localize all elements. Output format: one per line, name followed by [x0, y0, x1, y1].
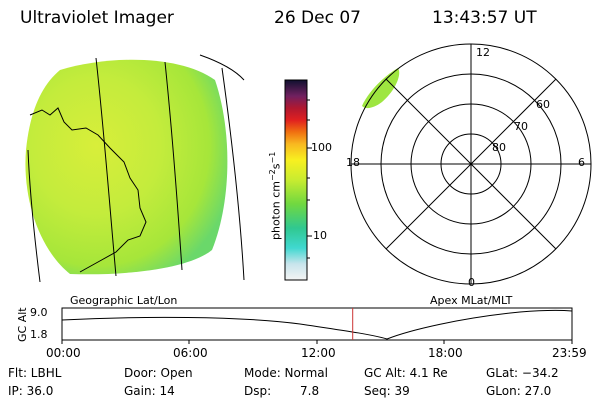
strip-xtick-1: 06:00 — [173, 346, 208, 360]
image-time: 13:43:57 UT — [432, 8, 537, 28]
gc-alt-status: GC Alt: 4.1 Re — [364, 366, 448, 380]
dsp-value: 7.8 — [300, 384, 320, 398]
glon-status: GLon: 27.0 — [486, 384, 552, 398]
units-exp-2: −1 — [268, 151, 277, 164]
instrument-title: Ultraviolet Imager — [20, 8, 174, 28]
mlt-label-18: 18 — [346, 156, 360, 169]
door-status: Door: Open — [124, 366, 193, 380]
mlt-label-0: 0 — [468, 276, 475, 289]
strip-xtick-3: 18:00 — [428, 346, 463, 360]
units-exp-1: −2 — [268, 169, 277, 182]
colorbar-units-label: photon cm−2s−1 — [268, 152, 283, 240]
units-prefix: photon cm — [269, 181, 283, 240]
mlat-label-60: 60 — [536, 98, 550, 111]
strip-ylabel: GC Alt — [16, 307, 29, 342]
strip-xtick-0: 00:00 — [46, 346, 81, 360]
mlt-label-12: 12 — [476, 46, 490, 59]
ip-status: IP: 36.0 — [8, 384, 54, 398]
altitude-strip — [61, 307, 573, 344]
gain-status: Gain: 14 — [124, 384, 175, 398]
filter-status: Flt: LBHL — [8, 366, 62, 380]
units-mid: s — [269, 163, 283, 170]
dsp-label: Dsp: — [244, 384, 272, 398]
strip-xtick-4: 23:59 — [552, 346, 587, 360]
colorbar-tick-100: 100 — [311, 141, 332, 154]
colorbar-tick-10: 10 — [313, 229, 327, 242]
glat-status: GLat: −34.2 — [486, 366, 559, 380]
strip-ytick-low: 1.8 — [30, 328, 48, 341]
polar-plot — [350, 43, 592, 285]
apex-caption: Apex MLat/MLT — [430, 294, 513, 307]
colorbar — [284, 79, 312, 281]
mlat-label-70: 70 — [514, 120, 528, 133]
mlat-label-80: 80 — [492, 141, 506, 154]
geographic-caption: Geographic Lat/Lon — [70, 294, 178, 307]
strip-xtick-2: 12:00 — [301, 346, 336, 360]
seq-status: Seq: 39 — [364, 384, 410, 398]
strip-ytick-high: 9.0 — [30, 306, 48, 319]
geographic-image — [25, 54, 245, 283]
mlt-label-6: 6 — [578, 156, 585, 169]
auroral-emission-patch — [362, 68, 400, 109]
mode-status: Mode: Normal — [244, 366, 328, 380]
image-date: 26 Dec 07 — [274, 8, 361, 28]
